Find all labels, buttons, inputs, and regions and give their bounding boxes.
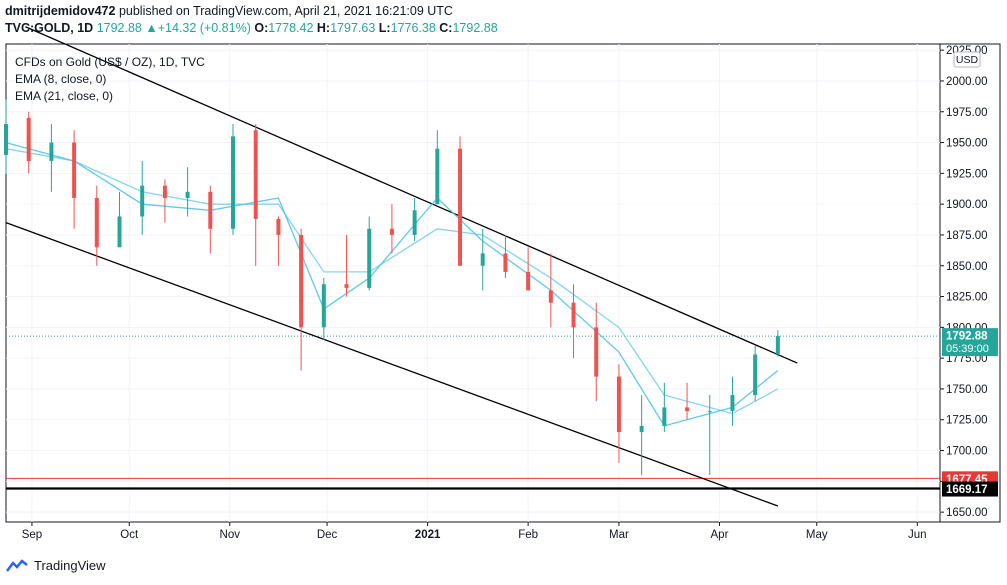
- y-tick-label: 1775.00: [946, 353, 988, 365]
- y-tick-label: 1700.00: [946, 446, 988, 458]
- candle-body[interactable]: [571, 302, 576, 328]
- candle-body[interactable]: [231, 136, 236, 229]
- candle-body[interactable]: [162, 185, 167, 198]
- high-value: 1797.63: [330, 21, 376, 35]
- low-label: L:: [378, 21, 391, 35]
- x-tick-label: Jun: [908, 529, 927, 541]
- x-tick-label: Apr: [711, 529, 729, 541]
- candle-body[interactable]: [94, 197, 99, 248]
- y-tick-label: 1750.00: [946, 384, 988, 396]
- ohlc-line: TVC:GOLD, 1D 1792.88 ▲+14.32 (+0.81%) O:…: [5, 21, 498, 35]
- tradingview-logo-icon: [6, 558, 28, 572]
- candle-body[interactable]: [458, 148, 463, 266]
- legend-ema-8[interactable]: EMA (8, close, 0): [15, 72, 107, 86]
- price-label: 1792.88: [946, 331, 988, 343]
- candle-body[interactable]: [685, 407, 690, 412]
- candle-body[interactable]: [616, 376, 621, 433]
- y-tick-label: 1875.00: [946, 230, 988, 242]
- last-price: 1792.88: [96, 21, 142, 35]
- candle-body[interactable]: [412, 210, 417, 235]
- price-label-box: [942, 481, 998, 497]
- open-label: O:: [254, 21, 269, 35]
- candle-body[interactable]: [526, 271, 531, 291]
- price-label: 1669.17: [946, 484, 988, 496]
- candle-body[interactable]: [707, 411, 712, 413]
- x-tick-label: 2021: [415, 529, 441, 541]
- ema-line-21[interactable]: [5, 148, 779, 415]
- candle-body[interactable]: [480, 253, 485, 266]
- symbol: TVC:GOLD, 1D: [5, 21, 94, 35]
- low-value: 1776.38: [390, 21, 436, 35]
- candle-body[interactable]: [4, 124, 8, 155]
- open-value: 1778.42: [268, 21, 314, 35]
- candle-body[interactable]: [299, 234, 304, 328]
- y-tick-label: 1975.00: [946, 107, 988, 119]
- up-arrow-icon: ▲: [145, 21, 158, 35]
- candle-body[interactable]: [639, 425, 644, 433]
- candle-body[interactable]: [594, 327, 599, 377]
- currency-label: USD: [956, 54, 979, 66]
- ema-line-8[interactable]: [5, 141, 779, 427]
- y-tick-label: 1650.00: [946, 507, 988, 519]
- x-tick-label: Dec: [317, 529, 338, 541]
- candle-body[interactable]: [185, 191, 190, 198]
- price-change: +14.32 (+0.81%): [157, 21, 251, 35]
- chart-legend: CFDs on Gold (US$ / OZ), 1D, TVC EMA (8,…: [15, 54, 205, 105]
- candle-body[interactable]: [435, 148, 440, 205]
- candle-body[interactable]: [253, 130, 258, 219]
- published-text: published on TradingView.com, April 21, …: [118, 4, 453, 18]
- y-tick-label: 2000.00: [946, 76, 988, 88]
- legend-ema-21[interactable]: EMA (21, close, 0): [15, 89, 114, 103]
- candle-body[interactable]: [730, 395, 735, 412]
- close-label: C:: [439, 21, 453, 35]
- candle-body[interactable]: [276, 218, 281, 235]
- x-tick-label: Nov: [220, 529, 241, 541]
- x-tick-label: May: [806, 529, 828, 541]
- close-value: 1792.88: [452, 21, 498, 35]
- y-tick-label: 1825.00: [946, 292, 988, 304]
- footer: TradingView: [6, 558, 106, 573]
- candle-body[interactable]: [662, 407, 667, 426]
- candle-body[interactable]: [775, 336, 780, 354]
- countdown-label: 05:39:00: [946, 343, 989, 355]
- candle-body[interactable]: [26, 117, 31, 162]
- high-label: H:: [316, 21, 331, 35]
- x-tick-label: Feb: [518, 529, 538, 541]
- publisher-line: dmitrijdemidov472 published on TradingVi…: [5, 4, 453, 18]
- legend-title: CFDs on Gold (US$ / OZ), 1D, TVC: [15, 55, 205, 69]
- candle-body[interactable]: [753, 354, 758, 396]
- y-tick-label: 1900.00: [946, 199, 988, 211]
- channel-trendline[interactable]: [5, 222, 779, 507]
- channel-trendline[interactable]: [25, 26, 798, 364]
- x-tick-label: Sep: [22, 529, 42, 541]
- author-name[interactable]: dmitrijdemidov472: [5, 4, 116, 18]
- y-tick-label: 1950.00: [946, 138, 988, 150]
- brand-name[interactable]: TradingView: [34, 558, 106, 573]
- candle-body[interactable]: [344, 284, 349, 288]
- candle-body[interactable]: [389, 228, 394, 235]
- y-tick-label: 1850.00: [946, 261, 988, 273]
- candle-body[interactable]: [117, 216, 122, 248]
- x-tick-label: Mar: [609, 529, 629, 541]
- candle-body[interactable]: [367, 228, 372, 288]
- candle-body[interactable]: [503, 253, 508, 272]
- candle-body[interactable]: [72, 142, 77, 198]
- candle-body[interactable]: [140, 185, 145, 217]
- y-tick-label: 1725.00: [946, 415, 988, 427]
- price-label-box: [942, 328, 998, 357]
- y-tick-label: 1925.00: [946, 168, 988, 180]
- x-tick-label: Oct: [120, 529, 139, 541]
- candle-body[interactable]: [548, 290, 553, 303]
- candle-body[interactable]: [321, 284, 326, 328]
- currency-badge[interactable]: [953, 51, 981, 68]
- candle-body[interactable]: [208, 191, 213, 229]
- chart-frame: [5, 43, 1001, 523]
- candle-body[interactable]: [49, 142, 54, 162]
